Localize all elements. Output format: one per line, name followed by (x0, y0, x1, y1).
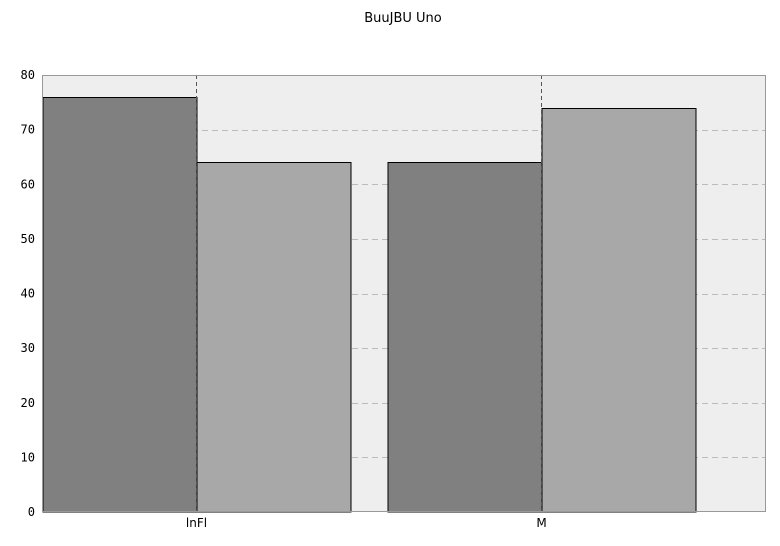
x-tick-label: M (536, 516, 546, 530)
y-axis-ticks: 0 10 20 30 40 50 60 70 80 (21, 68, 35, 519)
y-tick-label: 60 (21, 177, 35, 191)
y-tick-label: 20 (21, 396, 35, 410)
y-tick-label: 30 (21, 341, 35, 355)
chart-title: BuuJBU Uno (364, 11, 442, 26)
y-tick-label: 50 (21, 232, 35, 246)
bar-m-series-1 (387, 162, 543, 513)
bars (42, 97, 697, 513)
bar-lnfl-series-1 (42, 97, 198, 513)
y-tick-label: 40 (21, 287, 35, 301)
y-tick-label: 70 (21, 123, 35, 137)
bar-m-series-2 (541, 108, 697, 513)
y-tick-label: 80 (21, 68, 35, 82)
bar-lnfl-series-2 (196, 162, 352, 513)
x-axis-ticks: lnFl M (186, 516, 547, 530)
plot-frame (42, 75, 766, 512)
x-tick-label: lnFl (186, 516, 207, 530)
y-tick-label: 10 (21, 450, 35, 464)
y-tick-label: 0 (28, 505, 35, 519)
